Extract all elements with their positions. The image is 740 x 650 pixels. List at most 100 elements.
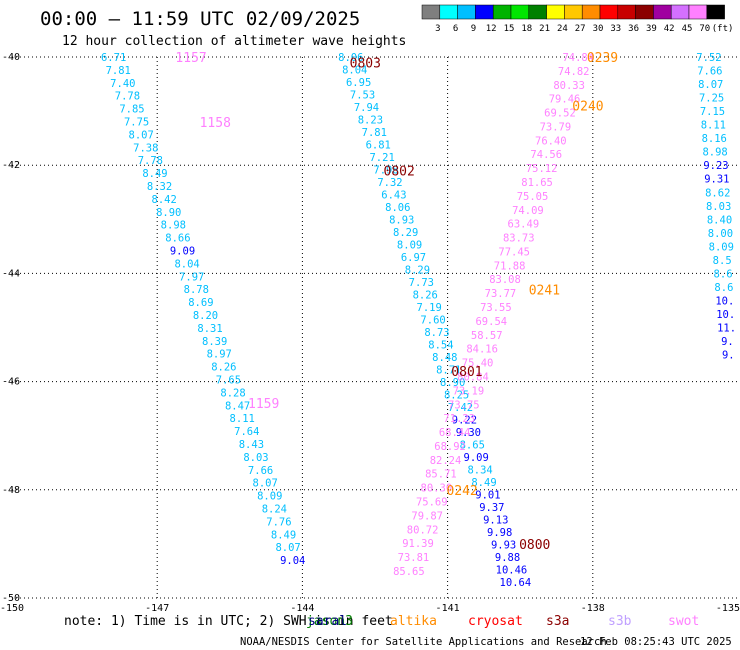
wave-height-value: 10. <box>716 309 735 321</box>
wave-height-value: 7.25 <box>699 93 724 105</box>
wave-height-value: 68.92 <box>434 441 466 453</box>
wave-height-value: 8.98 <box>702 147 727 159</box>
wave-height-value: 6.71 <box>101 52 126 64</box>
wave-height-value: 68.44 <box>439 427 471 439</box>
wave-height-value: 79.46 <box>549 94 581 106</box>
colorbar-swatch <box>475 4 494 20</box>
wave-height-value: 8.11 <box>230 413 255 425</box>
wave-height-value: 8.90 <box>440 377 465 389</box>
wave-height-value: 7.21 <box>369 152 394 164</box>
wave-height-value: 73.77 <box>485 288 517 300</box>
wave-height-value: 7.53 <box>350 89 375 101</box>
wave-height-value: 11. <box>717 323 736 335</box>
wave-height-value: 7.85 <box>119 104 144 116</box>
wave-height-value: 8.24 <box>262 504 287 516</box>
wave-height-value: 9.01 <box>475 489 500 501</box>
chart-subtitle: 12 hour collection of altimeter wave hei… <box>62 34 406 49</box>
wave-height-value: 83.73 <box>503 233 535 245</box>
pass-time-label: 0240 <box>572 100 603 115</box>
colorbar-label: (ft) <box>712 24 734 34</box>
timestamp: 12 Feb 08:25:43 UTC 2025 <box>580 636 732 648</box>
wave-height-value: 8.6 <box>714 282 733 294</box>
wave-height-value: 7.38 <box>133 142 158 154</box>
pass-time-label: 0241 <box>529 284 560 299</box>
wave-height-value: 8.39 <box>202 336 227 348</box>
wave-height-value: 8.07 <box>275 542 300 554</box>
legend-entry: swot <box>668 614 699 629</box>
wave-height-value: 8.09 <box>709 241 734 253</box>
y-tick-label: -48 <box>2 485 20 496</box>
colorbar-label: 21 <box>539 24 550 34</box>
colorbar-label: 6 <box>453 24 458 34</box>
wave-height-value: 75.12 <box>526 163 558 175</box>
wave-height-value: 8.5 <box>713 255 732 267</box>
legend-entry: s3b <box>608 614 632 629</box>
wave-height-value: 85.71 <box>425 469 457 481</box>
wave-height-value: 73.81 <box>398 552 430 564</box>
chart-title: 00:00 – 11:59 UTC 02/09/2025 <box>40 8 360 30</box>
wave-height-value: 7.97 <box>179 271 204 283</box>
legend-entry: altika <box>390 614 437 629</box>
wave-height-value: 9.88 <box>495 552 520 564</box>
wave-height-value: 6.43 <box>381 189 406 201</box>
wave-height-value: 7.40 <box>110 78 135 90</box>
wave-height-value: 8.49 <box>142 168 167 180</box>
colorbar: 3 6 9 12 15 18 21 24 27 30 33 36 39 42 45 70 (ft) <box>421 4 734 34</box>
x-tick-label: -144 <box>290 603 314 614</box>
wave-height-value: 8.26 <box>413 289 438 301</box>
colorbar-label: 18 <box>521 24 532 34</box>
wave-height-value: 6.81 <box>366 139 391 151</box>
wave-height-value: 7.81 <box>106 65 131 77</box>
x-tick-label: -147 <box>145 603 169 614</box>
legend-entry: cryosat <box>468 614 523 629</box>
x-tick-label: -141 <box>436 603 460 614</box>
colorbar-label: 30 <box>593 24 604 34</box>
wave-height-value: 9.98 <box>487 527 512 539</box>
colorbar-label: 9 <box>471 24 476 34</box>
wave-height-value: 79.87 <box>411 510 443 522</box>
wave-height-value: 74.09 <box>512 205 544 217</box>
wave-height-value: 7.64 <box>234 426 259 438</box>
colorbar-swatch <box>492 4 512 20</box>
wave-height-value: 8.98 <box>161 220 186 232</box>
wave-height-value: 7.65 <box>216 375 241 387</box>
wave-height-value: 8.47 <box>225 400 250 412</box>
wave-height-value: 84.16 <box>466 344 498 356</box>
wave-height-value: 8.25 <box>444 389 469 401</box>
pass-time-label: 1158 <box>200 116 231 131</box>
wave-height-value: 8.93 <box>389 214 414 226</box>
colorbar-swatch <box>421 4 441 20</box>
wave-height-value: 8.26 <box>211 362 236 374</box>
colorbar-label: 3 <box>435 24 440 34</box>
colorbar-label: 42 <box>664 24 675 34</box>
wave-height-value: 8.66 <box>165 233 190 245</box>
wave-height-value: 80.72 <box>407 524 439 536</box>
wave-height-value: 73.75 <box>448 399 480 411</box>
colorbar-swatch <box>457 4 476 20</box>
credit-line: NOAA/NESDIS Center for Satellite Applica… <box>240 636 607 648</box>
wave-height-value: 9.09 <box>464 452 489 464</box>
wave-height-value: 9.31 <box>704 174 729 186</box>
wave-height-value: 7.32 <box>377 177 402 189</box>
footnote: note: 1) Time is in UTC; 2) SWH is in fe… <box>64 614 393 629</box>
wave-height-value: 9.93 <box>491 539 516 551</box>
wave-height-value: 7.52 <box>696 52 721 64</box>
wave-height-value: 10.64 <box>500 577 532 589</box>
legend-entry: s3a <box>546 614 569 629</box>
wave-height-value: 8.34 <box>467 464 492 476</box>
wave-height-value: 63.49 <box>508 219 540 231</box>
wave-height-value: 7.78 <box>115 91 140 103</box>
wave-height-value: 74.82 <box>558 66 590 78</box>
wave-height-value: 7.42 <box>448 402 473 414</box>
wave-height-value: 7.81 <box>362 127 387 139</box>
wave-height-value: 8.16 <box>702 133 727 145</box>
pass-time-label: 0802 <box>384 165 415 180</box>
wave-height-value: 8.09 <box>257 491 282 503</box>
wave-height-value: 8.71 <box>436 364 461 376</box>
wave-height-value: 80.30 <box>421 483 453 495</box>
wave-height-value: 7.75 <box>124 117 149 129</box>
colorbar-label: 24 <box>557 24 568 34</box>
wave-height-value: 75.40 <box>462 358 494 370</box>
wave-height-value: 8.07 <box>253 478 278 490</box>
